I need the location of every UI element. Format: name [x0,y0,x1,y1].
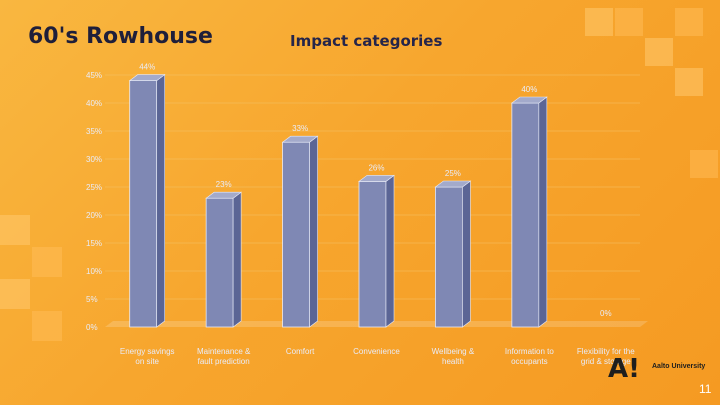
decor-square [615,8,643,36]
y-tick-label: 45% [86,71,102,80]
x-tick-label: Convenience [353,347,400,356]
bar-side [538,96,548,328]
y-tick-label: 25% [86,183,102,192]
y-tick-label: 20% [86,211,102,220]
data-label: 26% [368,163,384,172]
data-label: 44% [139,63,155,72]
x-tick-label: Maintenance & fault prediction [197,347,251,366]
bar-top [358,175,395,182]
university-name: Aalto University [652,363,706,370]
decor-square [32,311,62,341]
data-label: 25% [445,169,461,178]
bar-top [128,74,166,81]
page-number: 11 [699,382,712,396]
decor-square [675,68,703,96]
x-tick-label: Flexibility for the grid & storage [577,347,635,366]
slide-title: 60's Rowhouse [28,24,213,49]
bar [205,197,234,328]
data-label: 0% [600,309,612,318]
bar-side [462,180,471,328]
bar-side [385,174,395,328]
decor-square [32,247,62,277]
y-tick-label: 0% [86,323,98,332]
x-tick-label: Energy savings on site [120,347,175,366]
aalto-logo: A! [608,354,640,384]
decor-square [690,150,718,178]
y-tick-label: 40% [86,99,102,108]
bar-side [232,191,242,328]
bar-top [434,180,472,188]
bar-top [281,135,319,143]
decor-square [585,8,613,36]
bar-top [510,96,548,104]
decor-square [645,38,673,66]
x-tick-label: Wellbeing & health [432,347,475,366]
decor-square [0,279,30,309]
data-label: 33% [292,124,308,133]
x-tick-label: Information to occupants [505,347,554,366]
bar-side [156,74,166,328]
bar [435,186,463,328]
y-tick-label: 15% [86,239,102,248]
decor-square [0,215,30,245]
bar [511,102,540,328]
x-tick-label: Comfort [286,347,315,356]
bar [358,180,387,328]
y-tick-label: 5% [86,295,98,304]
bar-side [309,135,318,328]
data-label: 23% [216,180,232,189]
bar [129,80,158,328]
y-tick-label: 30% [86,155,102,164]
decor-square [675,8,703,36]
y-tick-label: 35% [86,127,102,136]
data-label: 40% [521,85,537,94]
bar [282,141,310,328]
bar-top [205,191,243,199]
y-tick-label: 10% [86,267,102,276]
chart-title: Impact categories [290,32,443,50]
